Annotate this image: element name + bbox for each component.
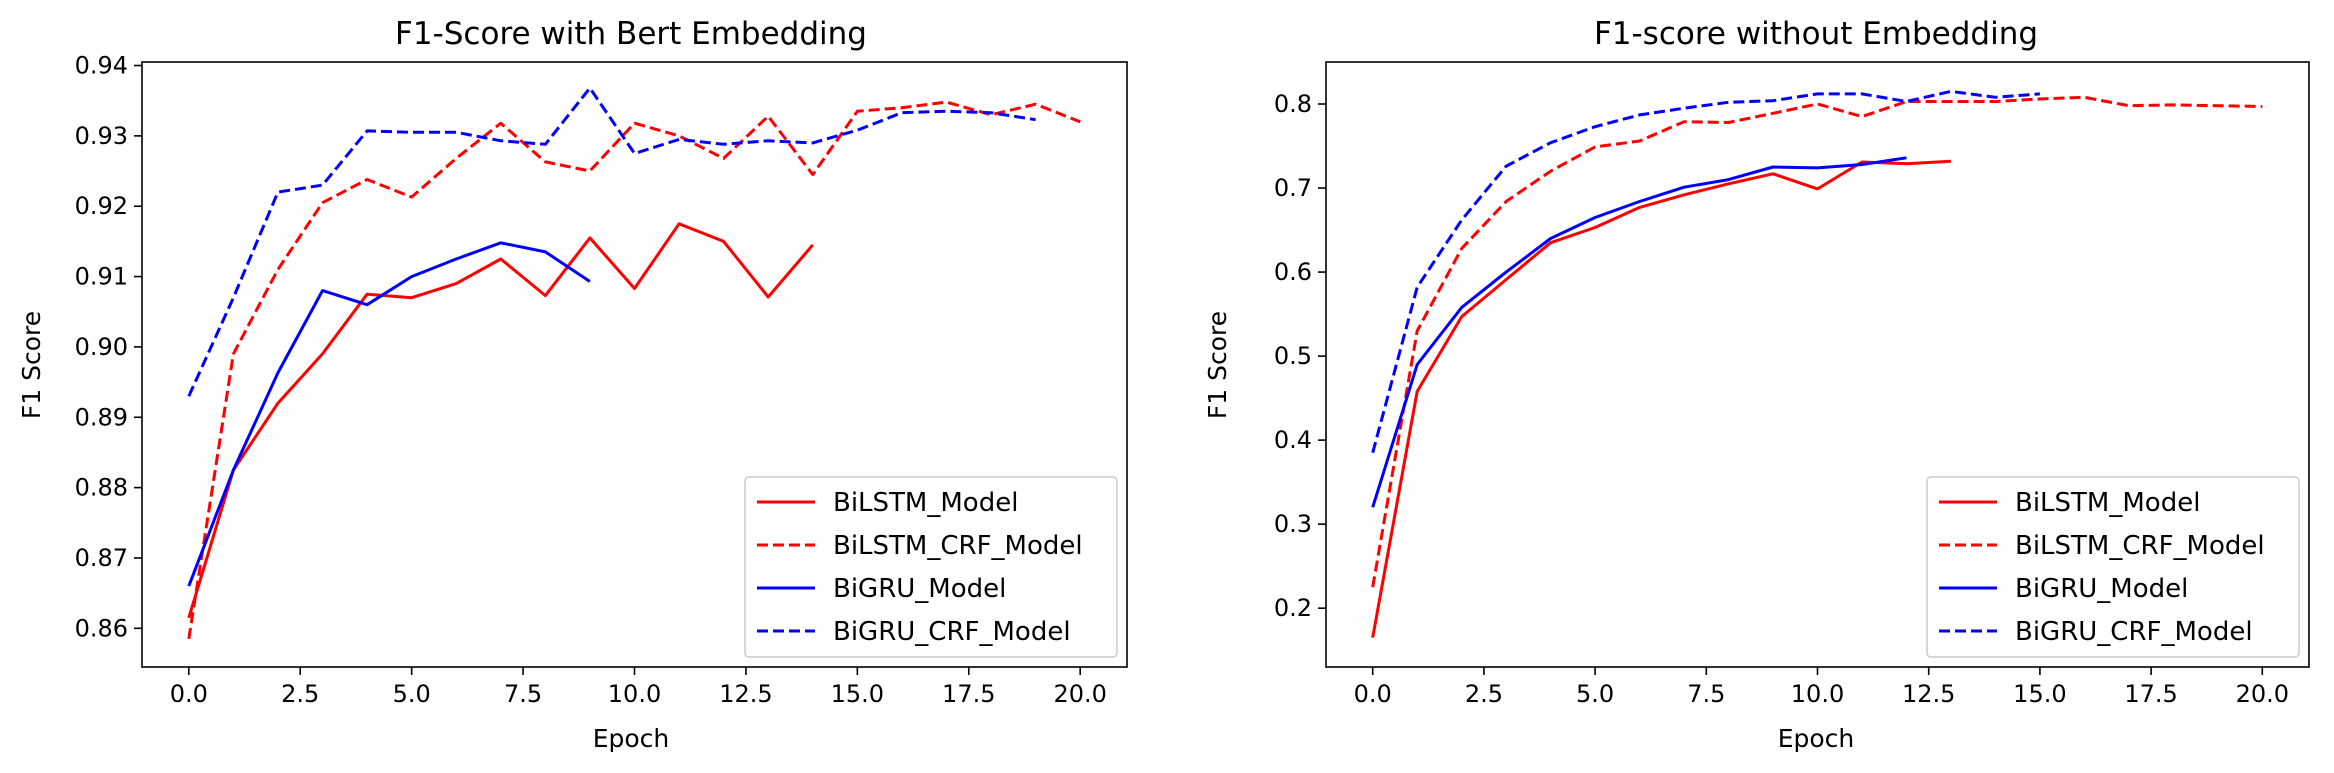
y-tick-label: 0.2 xyxy=(1274,594,1312,622)
series-line-bigru-model xyxy=(1371,156,1907,508)
x-tick-label: 12.5 xyxy=(719,680,772,708)
y-tick-label: 0.91 xyxy=(75,263,128,291)
x-tick-label: 10.0 xyxy=(608,680,661,708)
legend-label: BiGRU_Model xyxy=(833,574,1006,604)
legend-label: BiLSTM_CRF_Model xyxy=(833,531,1083,561)
chart-bert-embedding: F1-Score with Bert Embedding Epoch F1 Sc… xyxy=(17,16,1128,753)
legend-label: BiLSTM_Model xyxy=(833,488,1018,518)
y-tick-label: 0.8 xyxy=(1274,90,1312,118)
x-tick-label: 5.0 xyxy=(1576,680,1614,708)
y-tick-label: 0.6 xyxy=(1274,258,1312,286)
chart-title: F1-score without Embedding xyxy=(1594,16,2038,52)
y-tick-label: 0.94 xyxy=(75,52,128,80)
x-tick-label: 12.5 xyxy=(1902,680,1955,708)
series-line-bigru-crf-model xyxy=(1371,89,2041,454)
legend: BiLSTM_Model BiLSTM_CRF_Model BiGRU_Model B… xyxy=(1926,476,2300,658)
legend-label: BiGRU_Model xyxy=(2015,574,2188,604)
y-tick-label: 0.92 xyxy=(75,192,128,220)
y-tick-label: 0.88 xyxy=(75,474,128,502)
y-tick-label: 0.90 xyxy=(75,333,128,361)
x-tick-label: 20.0 xyxy=(2236,680,2289,708)
chart-title: F1-Score with Bert Embedding xyxy=(395,16,867,52)
y-tick-label: 0.87 xyxy=(75,544,128,572)
x-tick-label: 10.0 xyxy=(1791,680,1844,708)
x-tick-label: 7.5 xyxy=(1687,680,1725,708)
series-line-bigru-crf-model xyxy=(187,86,1036,397)
x-tick-label: 20.0 xyxy=(1053,680,1106,708)
legend-label: BiGRU_CRF_Model xyxy=(833,617,1071,647)
x-tick-label: 0.0 xyxy=(1354,680,1392,708)
x-axis-label: Epoch xyxy=(1778,724,1855,753)
x-tick-label: 7.5 xyxy=(504,680,542,708)
x-tick-label: 15.0 xyxy=(831,680,884,708)
x-tick-label: 0.0 xyxy=(170,680,208,708)
legend-label: BiGRU_CRF_Model xyxy=(2015,617,2253,647)
x-tick-label: 17.5 xyxy=(2124,680,2177,708)
x-tick-label: 15.0 xyxy=(2013,680,2066,708)
series-line-bilstm-crf-model xyxy=(1371,95,2263,588)
legend: BiLSTM_Model BiLSTM_CRF_Model BiGRU_Model B… xyxy=(744,476,1118,658)
y-tick-label: 0.3 xyxy=(1274,510,1312,538)
chart-without-embedding: F1-score without Embedding Epoch F1 Scor… xyxy=(1203,16,2310,753)
series-line-bilstm-model xyxy=(187,222,814,619)
legend-box xyxy=(1926,476,2300,658)
x-axis-label: Epoch xyxy=(593,724,670,753)
y-tick-label: 0.89 xyxy=(75,403,128,431)
y-tick-label: 0.4 xyxy=(1274,426,1312,454)
series-line-bilstm-crf-model xyxy=(187,100,1081,640)
x-tick-label: 2.5 xyxy=(1465,680,1503,708)
x-tick-label: 17.5 xyxy=(942,680,995,708)
legend-label: BiLSTM_Model xyxy=(2015,488,2200,518)
legend-label: BiLSTM_CRF_Model xyxy=(2015,531,2265,561)
series-line-bilstm-model xyxy=(1371,159,1951,638)
series-group xyxy=(187,86,1081,640)
y-tick-label: 0.93 xyxy=(75,122,128,150)
series-group xyxy=(1371,89,2263,638)
x-tick-label: 2.5 xyxy=(281,680,319,708)
legend-box xyxy=(744,476,1118,658)
y-tick-label: 0.86 xyxy=(75,614,128,642)
x-tick-label: 5.0 xyxy=(393,680,431,708)
series-line-bigru-model xyxy=(187,241,591,587)
y-tick-label: 0.5 xyxy=(1274,342,1312,370)
y-axis-label: F1 Score xyxy=(1203,311,1232,419)
y-tick-label: 0.7 xyxy=(1274,174,1312,202)
y-axis-label: F1 Score xyxy=(17,311,46,419)
